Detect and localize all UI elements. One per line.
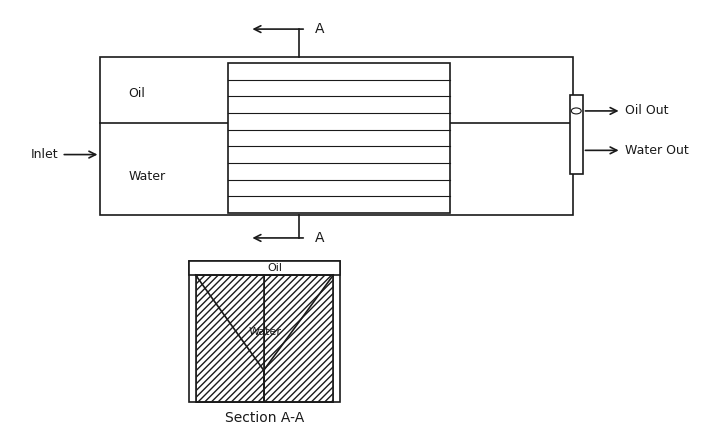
Text: A: A — [315, 231, 324, 245]
Bar — [196, 275, 333, 402]
Bar — [228, 63, 450, 213]
Text: A: A — [315, 22, 324, 36]
Bar — [264, 275, 333, 402]
Text: Water Out: Water Out — [625, 144, 688, 157]
Text: Inlet: Inlet — [30, 148, 58, 161]
Text: Oil: Oil — [267, 263, 282, 273]
Bar — [189, 261, 340, 402]
Bar — [570, 95, 583, 174]
Bar — [196, 275, 264, 402]
Text: Water: Water — [249, 327, 281, 337]
Bar — [100, 57, 574, 214]
Text: Water: Water — [128, 169, 166, 183]
Text: Oil Out: Oil Out — [625, 104, 669, 118]
Text: Oil: Oil — [128, 87, 145, 100]
Bar — [189, 261, 340, 275]
Text: Section A-A: Section A-A — [225, 411, 304, 425]
